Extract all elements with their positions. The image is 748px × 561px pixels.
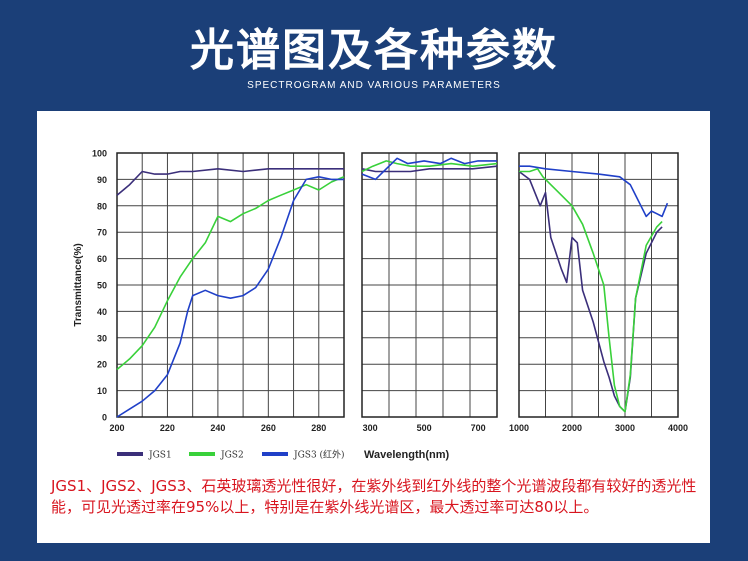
legend-label-2: JGS2 [220,451,244,461]
y-tick-label-70: 70 [97,228,107,238]
legend-label-3: JGS3 (红外) [293,449,345,461]
spectrum-chart: Transmittance(%) 0 10 20 30 40 50 60 70 80 90 100 20… [73,149,688,462]
panel-frame-3 [518,152,679,418]
x-tick-label-280: 280 [311,423,326,433]
page-subtitle: SPECTROGRAM AND VARIOUS PARAMETERS [247,80,501,91]
x-axis-label: Wavelength(nm) [364,449,449,461]
x-tick-label-700: 700 [471,423,486,433]
y-tick-label-100: 100 [92,149,107,159]
page-title: 光谱图及各种参数 [190,25,558,76]
series-line-jgs3-panel-1 [116,176,344,418]
x-tick-label-220: 220 [160,423,175,433]
series-line-jgs3-panel-2 [361,157,497,181]
panel-frame-2 [361,152,498,418]
y-tick-label-80: 80 [97,201,107,211]
y-tick-label-50: 50 [97,281,107,291]
x-tick-label-500: 500 [417,423,432,433]
y-axis-label: Transmittance(%) [73,243,84,326]
y-tick-label-30: 30 [97,333,107,343]
x-tick-label-2000: 2000 [562,423,582,433]
y-tick-label-60: 60 [97,254,107,264]
description-caption: JGS1、JGS2、JGS3、石英玻璃透光性很好，在紫外线到红外线的整个光谱波段… [51,477,697,516]
chart-card: Transmittance(%) 0 10 20 30 40 50 60 70 80 90 100 20… [37,111,710,543]
y-tick-label-0: 0 [102,413,107,423]
y-tick-label-10: 10 [97,386,107,396]
series-line-jgs2-panel-2 [361,160,498,173]
x-tick-label-240: 240 [210,423,225,433]
x-tick-label-4000: 4000 [668,423,688,433]
x-tick-label-300: 300 [363,423,378,433]
x-tick-label-1000: 1000 [509,423,529,433]
y-tick-label-40: 40 [97,307,107,317]
series-line-jgs1-panel-2 [361,165,498,173]
series-line-jgs2-panel-1 [116,176,345,371]
panel-frame-1 [116,152,345,418]
legend-label-1: JGS1 [148,451,172,461]
x-tick-label-3000: 3000 [615,423,635,433]
series-line-jgs3-panel-3 [519,165,669,218]
series-line-jgs1-panel-3 [518,170,663,413]
y-tick-label-90: 90 [97,175,107,185]
x-tick-label-260: 260 [261,423,276,433]
series-line-jgs1-panel-1 [116,167,344,196]
series-line-jgs2-panel-3 [519,167,663,413]
x-tick-label-200: 200 [109,423,124,433]
y-tick-label-20: 20 [97,360,107,370]
